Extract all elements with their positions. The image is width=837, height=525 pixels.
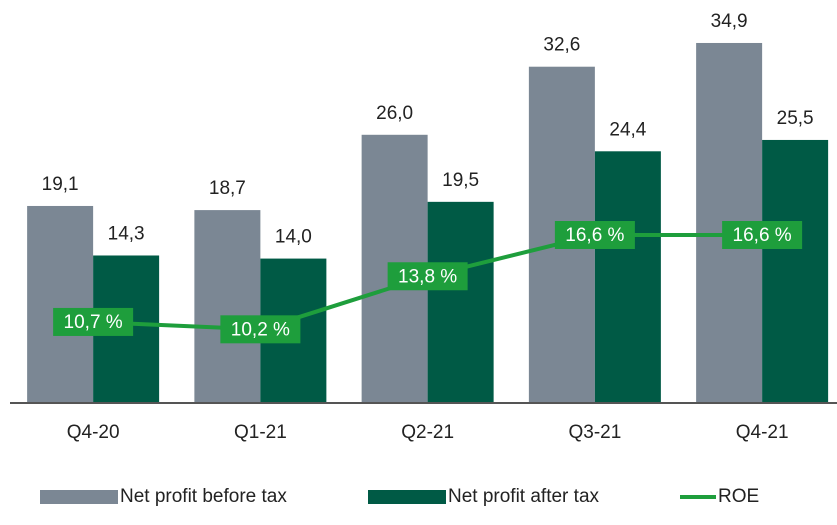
x-tick-label: Q4-20: [67, 422, 120, 443]
data-label: 14,3: [108, 223, 145, 244]
legend-label: Net profit before tax: [120, 486, 287, 507]
data-label: 13,8 %: [398, 266, 457, 287]
data-label: 10,7 %: [64, 312, 123, 333]
data-label: 34,9: [711, 11, 748, 32]
data-label: 10,2 %: [231, 319, 290, 340]
data-label: 32,6: [543, 35, 580, 56]
label-box: [220, 315, 301, 344]
data-label: 18,7: [209, 178, 246, 199]
data-label: 25,5: [777, 108, 814, 129]
bar: [427, 201, 494, 403]
bar: [27, 205, 94, 403]
data-label: 19,1: [42, 174, 79, 195]
legend-swatch: [40, 490, 118, 504]
x-tick-label: Q3-21: [568, 422, 621, 443]
data-label: 19,5: [442, 170, 479, 191]
data-label: 24,4: [609, 119, 646, 140]
label-box: [53, 307, 134, 336]
bar: [762, 139, 829, 403]
label-box: [554, 221, 635, 249]
data-label: 16,6 %: [733, 225, 792, 246]
legend-label: Net profit after tax: [448, 486, 600, 507]
data-label: 16,6 %: [565, 225, 624, 246]
bar: [194, 210, 261, 403]
x-tick-label: Q4-21: [736, 422, 789, 443]
label-box: [387, 262, 468, 291]
data-label: 26,0: [376, 103, 413, 124]
label-box: [722, 221, 803, 249]
legend-swatch: [368, 490, 446, 504]
legend-label: ROE: [718, 486, 759, 507]
data-label: 14,0: [275, 227, 312, 248]
x-tick-label: Q2-21: [401, 422, 454, 443]
bar: [594, 151, 661, 403]
x-tick-label: Q1-21: [234, 422, 287, 443]
